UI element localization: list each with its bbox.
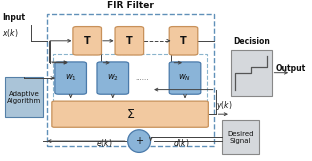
Text: $y(k)$: $y(k)$ (216, 99, 232, 112)
Text: $w_2$: $w_2$ (107, 73, 119, 83)
Text: Adaptive
Algorithm: Adaptive Algorithm (7, 91, 41, 104)
Text: $\Sigma$: $\Sigma$ (125, 108, 135, 121)
Ellipse shape (128, 130, 151, 152)
Bar (222, 120, 260, 154)
Bar (5, 77, 43, 117)
Bar (47, 14, 214, 147)
Text: T: T (126, 36, 133, 46)
Text: $w_1$: $w_1$ (65, 73, 77, 83)
Text: $e(k)$: $e(k)$ (96, 137, 113, 149)
FancyBboxPatch shape (97, 62, 129, 94)
Text: +: + (135, 136, 143, 146)
Text: T: T (180, 36, 187, 46)
Bar (53, 54, 207, 102)
FancyBboxPatch shape (52, 101, 208, 127)
FancyBboxPatch shape (55, 62, 86, 94)
Text: Decision: Decision (233, 37, 270, 46)
FancyBboxPatch shape (73, 27, 101, 55)
FancyBboxPatch shape (169, 62, 201, 94)
FancyBboxPatch shape (115, 27, 144, 55)
Text: $x(k)$: $x(k)$ (2, 27, 19, 39)
Text: $d(k)$: $d(k)$ (173, 137, 189, 149)
Text: Output: Output (276, 64, 306, 73)
FancyBboxPatch shape (169, 27, 198, 55)
Bar (231, 50, 271, 96)
Text: Input: Input (2, 13, 25, 22)
Text: Desired
Signal: Desired Signal (227, 131, 254, 144)
Text: ......: ...... (135, 75, 148, 81)
Text: $w_N$: $w_N$ (178, 73, 192, 83)
Text: FIR Filter: FIR Filter (107, 1, 154, 10)
Text: T: T (84, 36, 90, 46)
